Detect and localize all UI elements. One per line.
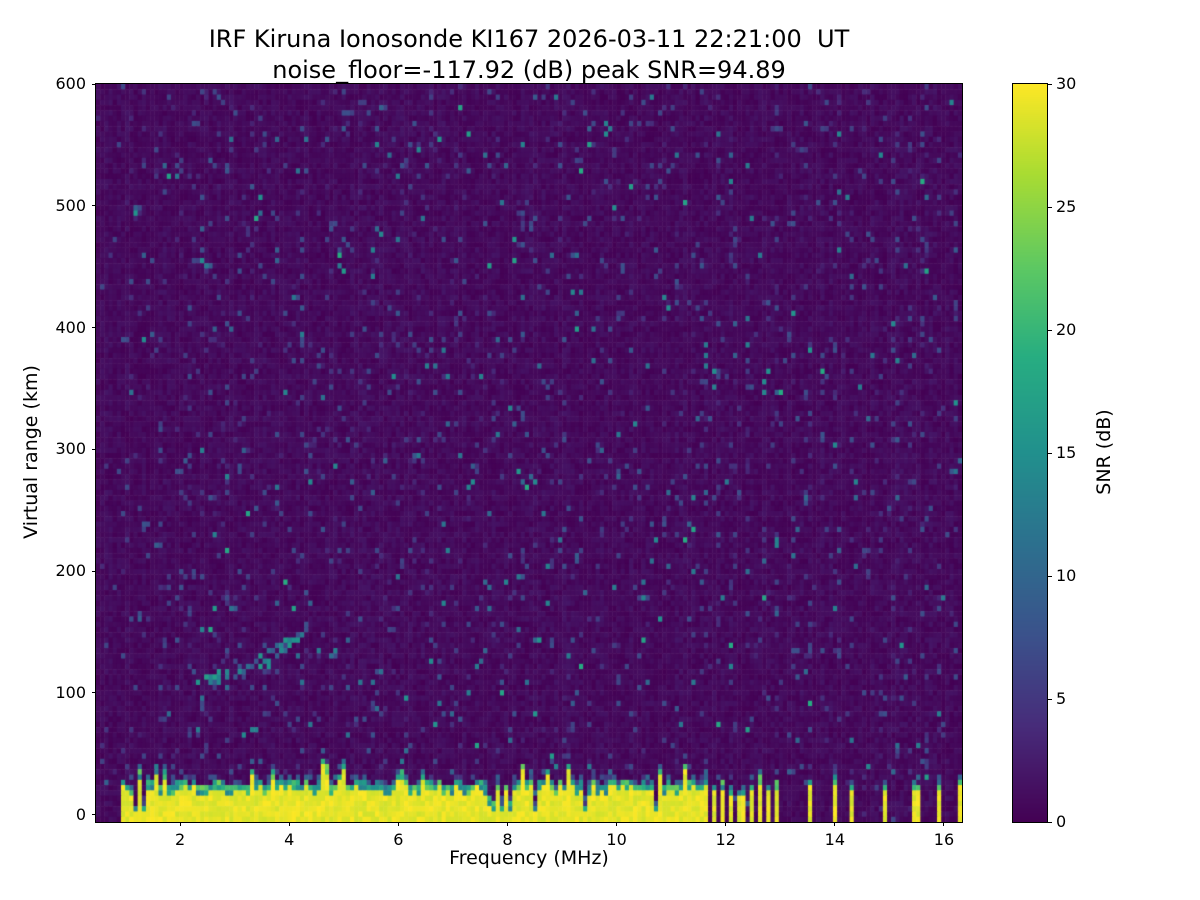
- y-tick-mark: [92, 205, 96, 207]
- x-tick-mark: [943, 822, 945, 826]
- colorbar-tick-mark: [1048, 83, 1052, 85]
- colorbar-tick-label: 30: [1056, 74, 1077, 93]
- chart-title-line2: noise_floor=-117.92 (dB) peak SNR=94.89: [272, 56, 786, 84]
- chart-title-line1: IRF Kiruna Ionosonde KI167 2026-03-11 22…: [208, 25, 850, 53]
- x-tick-mark: [616, 822, 618, 826]
- colorbar-tick-mark: [1048, 452, 1052, 454]
- y-tick-label: 500: [55, 195, 86, 215]
- colorbar-tick-mark: [1048, 575, 1052, 577]
- y-tick-mark: [92, 570, 96, 572]
- x-tick-label: 16: [933, 830, 955, 849]
- x-tick-label: 4: [284, 830, 295, 849]
- y-tick-label: 0: [75, 804, 86, 824]
- colorbar-tick-mark: [1048, 698, 1052, 700]
- x-tick-mark: [397, 822, 399, 826]
- x-tick-label: 6: [393, 830, 404, 849]
- ionogram-heatmap: [96, 84, 962, 822]
- x-tick-mark: [834, 822, 836, 826]
- colorbar-tick-mark: [1048, 329, 1052, 331]
- y-tick-label: 300: [55, 439, 86, 459]
- y-tick-mark: [92, 327, 96, 329]
- x-tick-label: 12: [715, 830, 736, 849]
- y-tick-mark: [92, 448, 96, 450]
- x-tick-mark: [288, 822, 290, 826]
- colorbar-tick-label: 10: [1056, 566, 1077, 585]
- colorbar-label: SNR (dB): [1093, 409, 1115, 495]
- colorbar-tick-label: 5: [1056, 689, 1067, 708]
- colorbar-tick-mark: [1048, 821, 1052, 823]
- colorbar-gradient: [1013, 84, 1047, 822]
- x-tick-mark: [179, 822, 181, 826]
- y-tick-label: 100: [55, 682, 86, 702]
- y-tick-label: 600: [55, 74, 86, 93]
- colorbar-tick-label: 15: [1056, 443, 1077, 462]
- colorbar-tick-label: 0: [1056, 812, 1067, 831]
- colorbar-tick-mark: [1048, 206, 1052, 208]
- y-tick-mark: [92, 692, 96, 694]
- y-tick-label: 200: [55, 561, 86, 581]
- colorbar-tick-label: 20: [1056, 320, 1077, 339]
- x-axis-label: Frequency (MHz): [449, 847, 609, 869]
- x-tick-label: 2: [174, 830, 186, 849]
- y-tick-mark: [92, 814, 96, 816]
- plot-area: [95, 83, 963, 823]
- y-tick-mark: [92, 83, 96, 85]
- x-tick-label: 8: [502, 830, 513, 849]
- colorbar: [1012, 83, 1048, 823]
- y-tick-label: 400: [55, 317, 86, 337]
- colorbar-tick-label: 25: [1056, 197, 1077, 216]
- x-tick-mark: [506, 822, 508, 826]
- x-tick-label: 10: [606, 830, 627, 849]
- x-tick-mark: [725, 822, 727, 826]
- x-tick-label: 14: [824, 830, 846, 849]
